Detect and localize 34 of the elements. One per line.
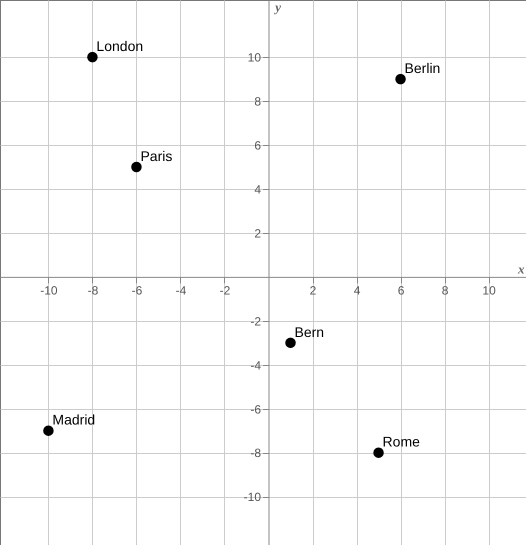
point <box>87 52 98 62</box>
point <box>285 338 296 348</box>
x-tick-label: -2 <box>220 283 231 298</box>
point <box>373 447 384 458</box>
x-tick-label: 2 <box>310 283 317 298</box>
annotation: Rome <box>382 434 420 450</box>
x-tick-label: 6 <box>398 283 405 298</box>
y-tick-label: 10 <box>248 50 262 65</box>
y-tick-label: -2 <box>250 314 262 328</box>
annotation: Berlin <box>404 60 440 76</box>
y-tick-label: 4 <box>254 182 262 196</box>
y-tick-label: -6 <box>250 402 262 416</box>
x-tick-label: -8 <box>88 283 99 298</box>
x-tick-label: -4 <box>176 283 187 298</box>
y-tick-label: -10 <box>244 490 262 504</box>
y-tick-label: 8 <box>254 94 262 109</box>
point <box>395 74 406 84</box>
x-tick-label: 8 <box>442 283 449 298</box>
annotation: Bern <box>294 324 324 340</box>
x-tick-label: -10 <box>40 283 58 298</box>
y-tick-label: -8 <box>250 446 262 460</box>
annotation: London <box>96 38 144 54</box>
x-tick-label: 4 <box>354 283 361 298</box>
x-tick-label: 10 <box>482 283 496 298</box>
y-axis-title: y <box>273 0 282 14</box>
x-axis-title: x <box>517 261 525 276</box>
annotation: Madrid <box>52 412 96 428</box>
point <box>43 425 54 436</box>
point <box>131 162 142 172</box>
annotation: Paris <box>140 148 172 164</box>
y-tick-label: 2 <box>254 226 262 240</box>
y-tick-label: 6 <box>254 138 262 153</box>
y-tick-label: -4 <box>250 358 262 372</box>
x-tick-label: -6 <box>132 283 143 298</box>
